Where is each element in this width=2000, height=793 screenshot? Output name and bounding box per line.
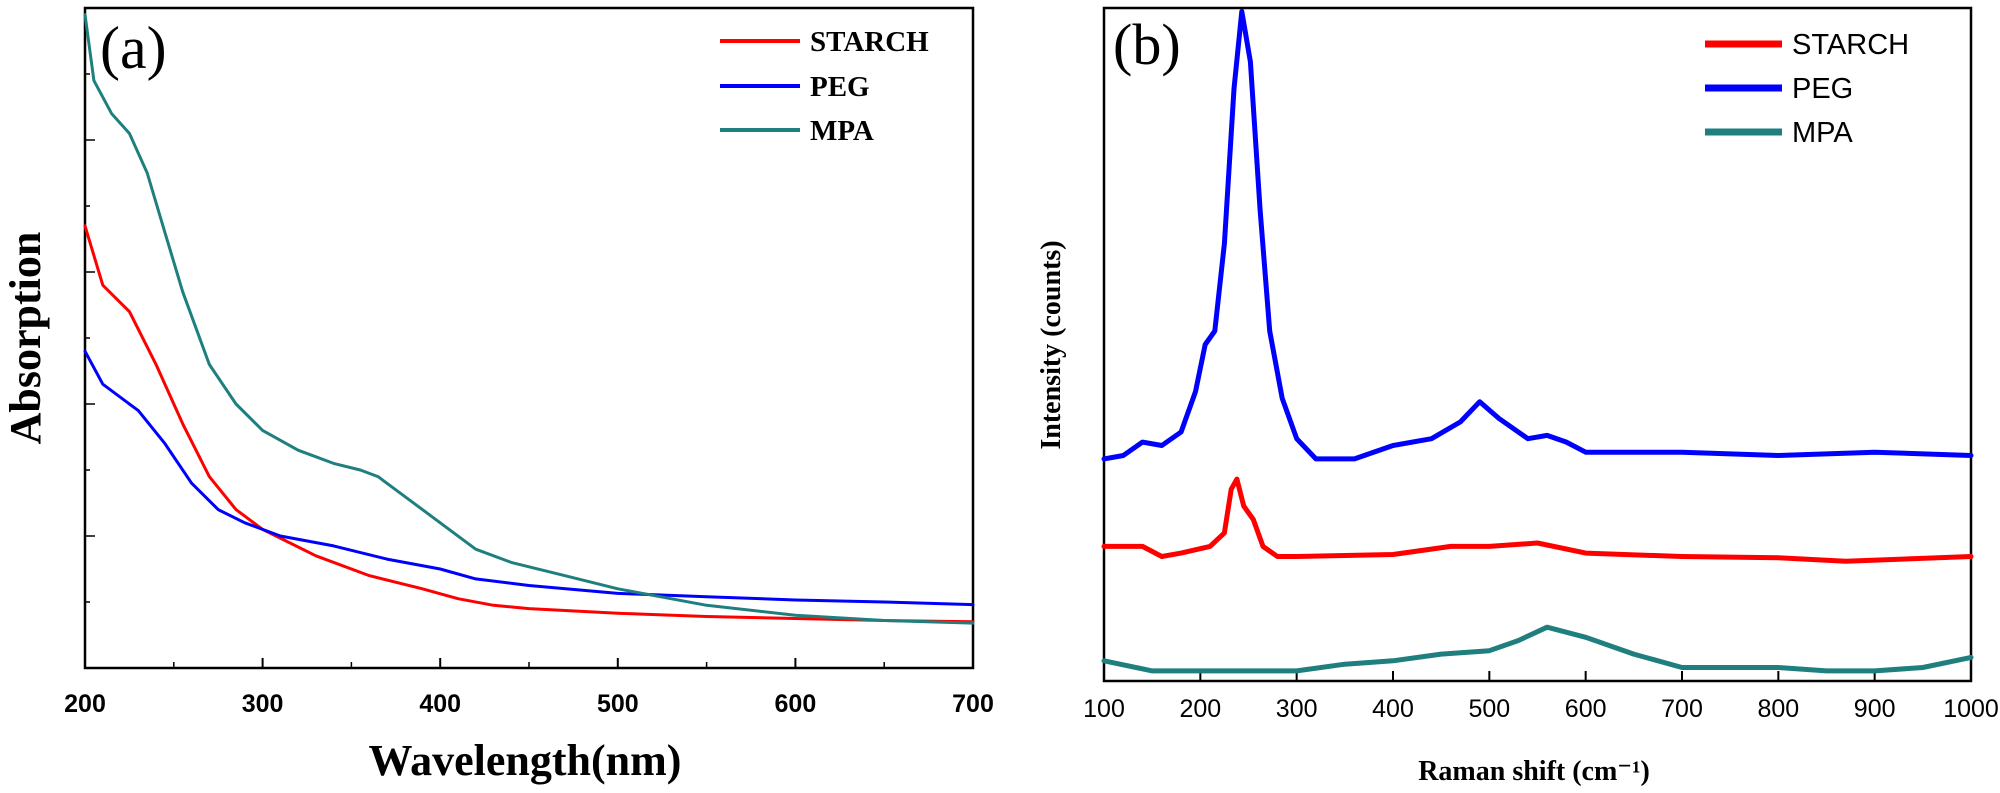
panel-label-b: (b) [1113,12,1181,77]
x-tick-label-a-300: 300 [242,690,284,718]
legend-a: STARCH PEG MPA [720,26,929,147]
series-line-starch-a [83,224,975,624]
legend-label-mpa-b: MPA [1792,117,1853,149]
x-tick-label-b-500: 500 [1468,695,1510,723]
x-tick-label-b-900: 900 [1854,695,1896,723]
x-axis-label-a: Wavelength(nm) [369,736,682,785]
legend-label-peg-a: PEG [810,71,870,103]
series-group-b [1101,8,1974,674]
x-tick-label-a-200: 200 [64,690,106,718]
x-tick-label-b-700: 700 [1661,695,1703,723]
x-tick-label-a-400: 400 [419,690,461,718]
x-tick-label-b-1000: 1000 [1943,695,1999,723]
x-tick-label-b-100: 100 [1083,695,1125,723]
plot-frame-a [83,6,975,670]
x-tick-label-b-800: 800 [1757,695,1799,723]
panel-label-a: (a) [100,15,167,81]
panel-a-absorption-chart: 200 300 400 500 600 700 (a) Wavelength(nm) Ab… [1,6,994,785]
series-line-mpa-b [1101,624,1974,674]
x-tick-labels-a: 200 300 400 500 600 700 [64,690,994,718]
panel-b-raman-chart: 100 200 300 400 500 600 700 800 900 1000 (b) Rama… [1036,6,1999,787]
x-tick-label-b-300: 300 [1276,695,1318,723]
legend-label-peg-b: PEG [1792,73,1853,105]
y-axis-label-b: Intensity (counts) [1036,240,1067,449]
series-line-starch-b [1101,476,1974,564]
y-axis-ticks-a [85,7,95,669]
x-tick-label-a-600: 600 [775,690,817,718]
legend-b: STARCH PEG MPA [1705,29,1909,149]
x-axis-label-b: Raman shift (cm⁻¹) [1418,756,1650,787]
y-axis-label-a: Absorption [1,232,50,445]
series-line-mpa-a [83,13,975,625]
x-axis-ticks-a [84,658,974,668]
legend-label-starch-a: STARCH [810,26,929,58]
x-tick-labels-b: 100 200 300 400 500 600 700 800 900 1000 [1083,695,1999,723]
x-tick-label-b-200: 200 [1179,695,1221,723]
series-line-peg-b [1101,8,1974,462]
plot-frame-b [1102,6,1973,683]
x-tick-label-b-400: 400 [1372,695,1414,723]
legend-label-mpa-a: MPA [810,115,874,147]
x-tick-label-b-600: 600 [1565,695,1607,723]
series-line-peg-a [83,349,975,607]
x-tick-label-a-700: 700 [952,690,994,718]
series-group-a [83,13,975,625]
legend-label-starch-b: STARCH [1792,29,1909,61]
x-tick-label-a-500: 500 [597,690,639,718]
